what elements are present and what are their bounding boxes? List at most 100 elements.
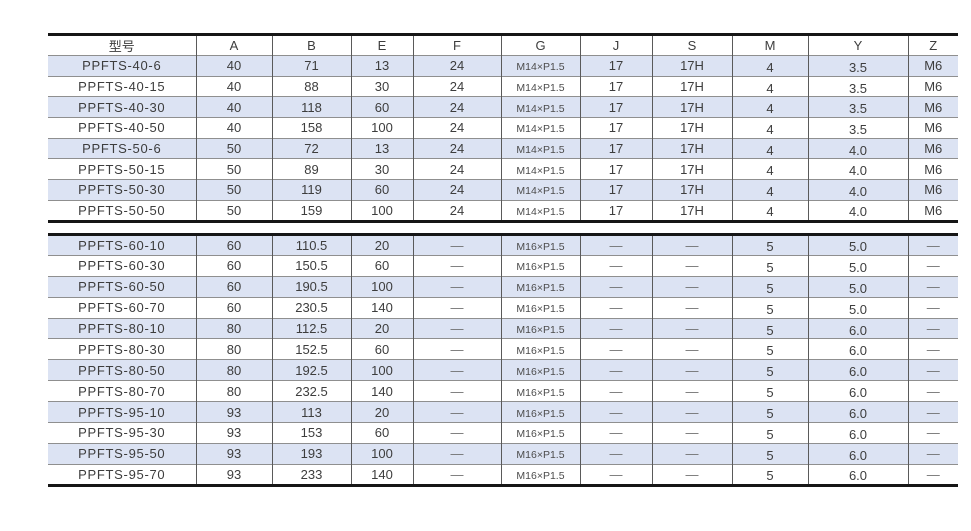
- cell-b: 118: [271, 96, 351, 118]
- cell-b: 150.5: [271, 254, 351, 277]
- cell-y: 4.0: [807, 199, 908, 221]
- table-row: PPFTS-50-6 50 72 13 24 M14×P1.5 17 17H 4 4.0 M6: [48, 137, 958, 159]
- cell-j: —: [579, 275, 652, 298]
- cell-e: 20: [350, 317, 413, 339]
- table-row: PPFTS-40-6 40 71 13 24 M14×P1.5 17 17H 4 3.5 M6: [48, 55, 958, 77]
- cell-s: —: [651, 317, 732, 339]
- cell-model: PPFTS-95-30: [48, 422, 196, 444]
- cell-m: 4: [731, 75, 808, 97]
- cell-g: M14×P1.5: [500, 75, 580, 97]
- cell-m: 5: [731, 463, 808, 486]
- cell-a: 50: [195, 137, 272, 159]
- cell-s: —: [651, 234, 732, 256]
- cell-z: —: [907, 359, 958, 381]
- cell-z: M6: [907, 75, 958, 97]
- cell-s: —: [651, 442, 732, 465]
- cell-a: 93: [195, 442, 272, 465]
- cell-e: 100: [350, 275, 413, 298]
- cell-model: PPFTS-95-10: [48, 401, 196, 423]
- cell-model: PPFTS-80-50: [48, 359, 196, 381]
- cell-model: PPFTS-50-30: [48, 179, 196, 201]
- cell-b: 193: [271, 442, 351, 465]
- cell-m: 5: [731, 442, 808, 465]
- cell-b: 158: [271, 117, 351, 139]
- cell-e: 100: [350, 359, 413, 381]
- cell-s: 17H: [651, 158, 732, 180]
- cell-f: —: [412, 442, 501, 465]
- cell-s: 17H: [651, 96, 732, 118]
- cell-b: 230.5: [271, 296, 351, 319]
- cell-a: 80: [195, 338, 272, 360]
- cell-model: PPFTS-60-10: [48, 234, 196, 256]
- cell-b: 113: [271, 401, 351, 423]
- cell-g: M14×P1.5: [500, 117, 580, 139]
- table-row: PPFTS-95-50 93 193 100— M16×P1.5— —5 6.0—: [48, 442, 958, 465]
- cell-g: M16×P1.5: [500, 359, 580, 381]
- cell-f: —: [412, 275, 501, 298]
- cell-z: M6: [907, 137, 958, 159]
- cell-a: 60: [195, 234, 272, 256]
- cell-model: PPFTS-40-15: [48, 75, 196, 97]
- cell-e: 13: [350, 55, 413, 77]
- cell-j: 17: [579, 137, 652, 159]
- cell-g: M16×P1.5: [500, 234, 580, 256]
- cell-model: PPFTS-80-70: [48, 380, 196, 402]
- cell-y: 5.0: [807, 275, 908, 298]
- cell-f: —: [412, 317, 501, 339]
- cell-f: 24: [412, 96, 501, 118]
- cell-g: M16×P1.5: [500, 401, 580, 423]
- table-row: PPFTS-40-15 40 88 30 24 M14×P1.5 17 17H 4 3.5 M6: [48, 75, 958, 97]
- cell-a: 40: [195, 96, 272, 118]
- column-header-g: G: [500, 34, 580, 56]
- cell-f: —: [412, 359, 501, 381]
- cell-model: PPFTS-95-50: [48, 442, 196, 465]
- cell-y: 3.5: [807, 55, 908, 77]
- cell-m: 4: [731, 158, 808, 180]
- table-row: PPFTS-60-70 60 230.5 140— M16×P1.5— —5 5.0—: [48, 296, 958, 319]
- cell-y: 3.5: [807, 75, 908, 97]
- column-header-f: F: [412, 34, 501, 56]
- cell-g: M14×P1.5: [500, 96, 580, 118]
- cell-j: —: [579, 338, 652, 360]
- cell-y: 6.0: [807, 422, 908, 444]
- column-header-m: M: [731, 34, 808, 56]
- cell-b: 119: [271, 179, 351, 201]
- cell-s: —: [651, 359, 732, 381]
- cell-z: —: [907, 296, 958, 319]
- cell-s: —: [651, 422, 732, 444]
- cell-m: 4: [731, 179, 808, 201]
- cell-b: 152.5: [271, 338, 351, 360]
- cell-model: PPFTS-80-10: [48, 317, 196, 339]
- cell-y: 4.0: [807, 158, 908, 180]
- cell-f: —: [412, 422, 501, 444]
- cell-g: M14×P1.5: [500, 179, 580, 201]
- cell-m: 5: [731, 422, 808, 444]
- cell-m: 4: [731, 55, 808, 77]
- cell-g: M16×P1.5: [500, 275, 580, 298]
- table-row: PPFTS-95-70 93 233 140— M16×P1.5— —5 6.0—: [48, 463, 958, 486]
- table-row: PPFTS-60-30 60 150.5 60— M16×P1.5— —5 5.0—: [48, 254, 958, 277]
- cell-z: —: [907, 442, 958, 465]
- cell-e: 100: [350, 117, 413, 139]
- cell-a: 80: [195, 380, 272, 402]
- cell-e: 30: [350, 158, 413, 180]
- column-header-s: S: [651, 34, 732, 56]
- cell-b: 192.5: [271, 359, 351, 381]
- cell-model: PPFTS-40-6: [48, 55, 196, 77]
- column-header-a: A: [195, 34, 272, 56]
- cell-model: PPFTS-80-30: [48, 338, 196, 360]
- cell-e: 140: [350, 463, 413, 486]
- cell-f: —: [412, 296, 501, 319]
- cell-y: 3.5: [807, 96, 908, 118]
- cell-g: M16×P1.5: [500, 338, 580, 360]
- cell-y: 6.0: [807, 401, 908, 423]
- cell-z: —: [907, 275, 958, 298]
- table-row: PPFTS-95-10 93 113 20— M16×P1.5— —5 6.0—: [48, 401, 958, 423]
- cell-b: 190.5: [271, 275, 351, 298]
- table-row: PPFTS-50-50 50 159 100 24 M14×P1.5 17 17H 4 4.0 M6: [48, 199, 958, 221]
- cell-a: 40: [195, 117, 272, 139]
- cell-j: —: [579, 359, 652, 381]
- cell-f: 24: [412, 55, 501, 77]
- spec-table-body-1: PPFTS-40-6 40 71 13 24 M14×P1.5 17 17H 4 3.5 M6 PPF…: [48, 55, 958, 221]
